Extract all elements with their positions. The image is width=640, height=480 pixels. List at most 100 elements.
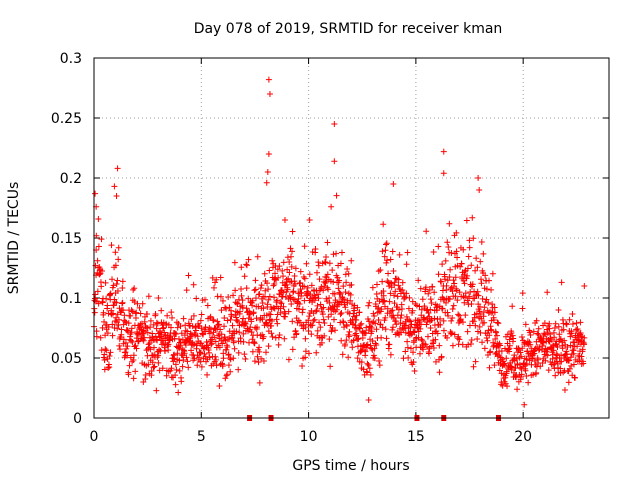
data-point	[454, 262, 461, 269]
data-point	[447, 330, 454, 337]
data-point	[423, 228, 430, 235]
data-point	[106, 352, 113, 359]
data-point	[444, 334, 451, 341]
data-point	[570, 350, 577, 357]
data-point	[474, 288, 481, 295]
data-point	[289, 248, 296, 255]
data-point	[573, 326, 580, 333]
data-point	[557, 370, 564, 377]
data-point	[410, 359, 417, 366]
data-point	[256, 291, 263, 298]
data-point	[301, 275, 308, 282]
data-point	[405, 305, 412, 312]
data-point	[386, 298, 393, 305]
data-point	[128, 337, 135, 344]
data-point	[382, 247, 389, 254]
data-point	[290, 288, 297, 295]
data-point	[412, 335, 419, 342]
data-point	[165, 341, 172, 348]
data-point	[290, 289, 297, 296]
data-point	[256, 348, 263, 355]
data-point	[94, 257, 101, 264]
data-point	[301, 283, 308, 290]
data-point	[575, 336, 582, 343]
data-point	[223, 346, 230, 353]
data-point	[415, 334, 422, 341]
data-point	[369, 284, 376, 291]
data-point	[450, 302, 457, 309]
data-point	[363, 324, 370, 331]
data-point	[561, 337, 568, 344]
data-point	[384, 305, 391, 312]
data-point	[113, 281, 120, 288]
data-point	[342, 304, 349, 311]
data-point	[140, 328, 147, 335]
data-point	[296, 280, 303, 287]
data-point	[184, 358, 191, 365]
data-point	[426, 286, 433, 293]
data-point	[553, 350, 560, 357]
data-point	[286, 269, 293, 276]
data-point	[311, 316, 318, 323]
data-point	[517, 374, 524, 381]
data-point	[134, 300, 141, 307]
data-point	[310, 317, 317, 324]
data-point	[383, 241, 390, 248]
data-point	[441, 296, 448, 303]
data-point	[337, 290, 344, 297]
data-point	[525, 379, 532, 386]
data-point	[144, 352, 151, 359]
data-point	[225, 362, 232, 369]
data-point	[266, 91, 273, 97]
data-point	[373, 281, 380, 288]
data-point	[194, 362, 201, 369]
data-point	[465, 341, 472, 348]
data-point	[206, 349, 213, 356]
data-point	[119, 300, 126, 307]
data-point	[305, 327, 312, 334]
data-point	[315, 295, 322, 302]
data-point	[265, 151, 272, 157]
data-point	[247, 324, 254, 331]
data-point	[559, 345, 566, 352]
data-point	[105, 323, 112, 330]
data-point	[388, 308, 395, 315]
data-point	[383, 335, 390, 342]
data-point	[280, 259, 287, 266]
data-point	[464, 265, 471, 272]
data-point	[399, 279, 406, 286]
data-point	[281, 335, 288, 342]
data-point	[289, 318, 296, 325]
data-point	[307, 291, 314, 298]
data-point	[302, 335, 309, 342]
data-point	[183, 354, 190, 361]
data-point	[342, 289, 349, 296]
data-point	[537, 363, 544, 370]
data-point	[198, 363, 205, 370]
data-point	[476, 187, 483, 193]
data-point	[114, 277, 121, 284]
data-point	[270, 282, 277, 289]
data-point	[517, 349, 524, 356]
x-axis-label: GPS time / hours	[292, 458, 409, 474]
x-tick-labels: 0 5 10 15 20	[90, 429, 533, 445]
data-point	[119, 278, 126, 285]
data-point	[475, 175, 482, 181]
data-point	[392, 288, 399, 295]
data-point	[226, 304, 233, 311]
data-point	[487, 348, 494, 355]
data-point	[227, 368, 234, 375]
data-point	[175, 335, 182, 342]
data-point	[454, 254, 461, 261]
data-point	[170, 358, 177, 365]
y-tick-label: 0.25	[51, 111, 82, 127]
data-point	[350, 337, 357, 344]
data-point	[233, 314, 240, 321]
data-point	[144, 310, 151, 317]
data-point	[435, 243, 442, 250]
data-point	[340, 283, 347, 290]
data-point	[404, 338, 411, 345]
data-point	[451, 331, 458, 338]
data-point	[298, 289, 305, 296]
data-point	[171, 330, 178, 337]
